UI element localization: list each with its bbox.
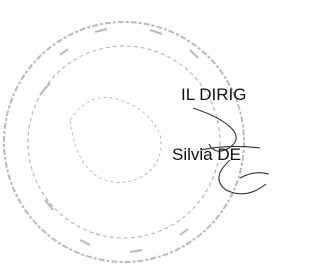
signatory-name: Silvia DE — [172, 145, 241, 164]
stamp-lettering — [40, 29, 198, 252]
document-fragment: IL DIRIG Silvia DE — [0, 0, 269, 279]
page: Stamp and signature {"signature_block": … — [0, 0, 320, 279]
stamp-emblem — [70, 98, 161, 183]
stamp-outer-ring — [4, 22, 244, 262]
official-stamp — [4, 22, 244, 262]
signature-stroke-lower — [219, 160, 269, 194]
signatory-title: IL DIRIG — [181, 85, 247, 104]
stamp-inner-ring — [28, 46, 220, 238]
page-body: IL DIRIG Silvia DE (() => { const data =… — [0, 0, 269, 279]
